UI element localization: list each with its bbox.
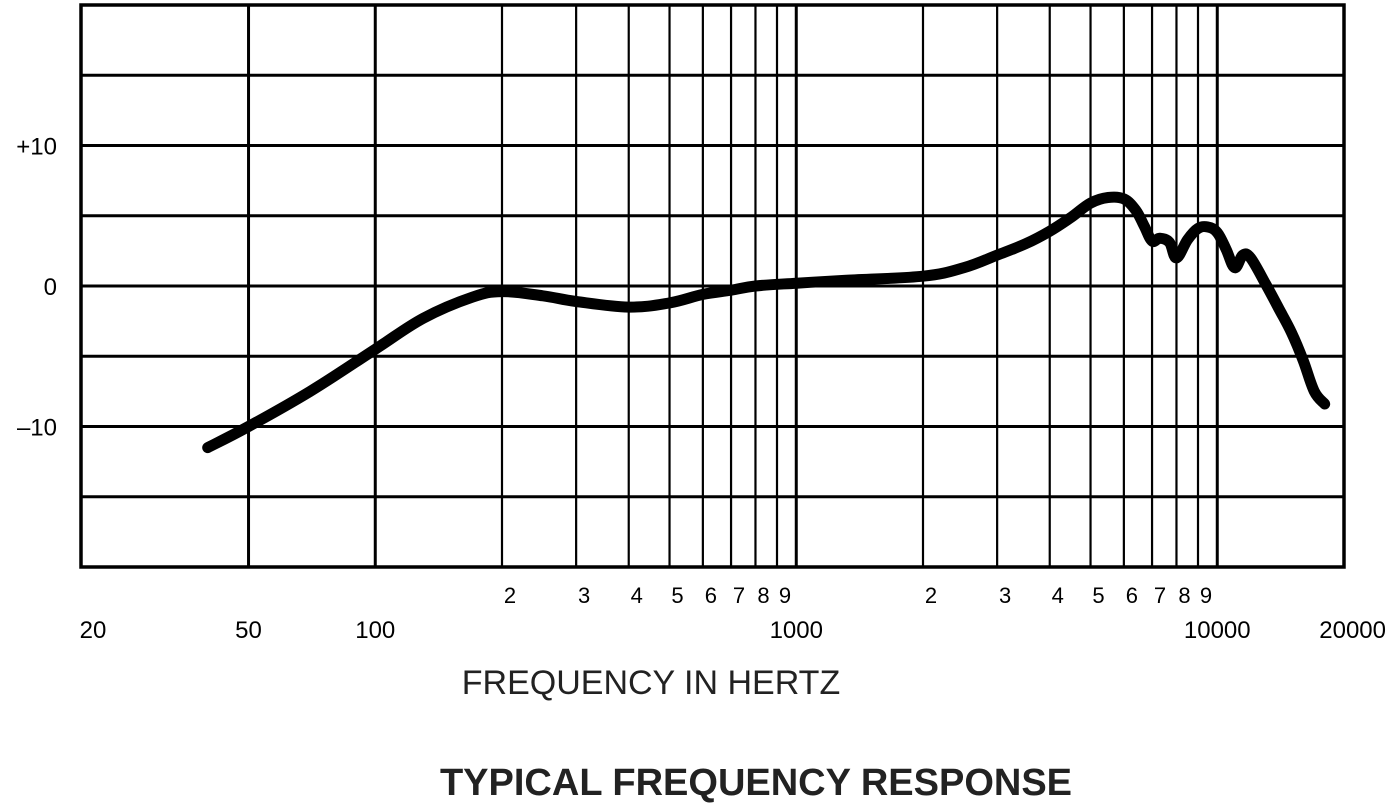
y-tick-label: +10 [16, 134, 57, 161]
x-tick-label-minor: 9 [779, 583, 791, 608]
x-tick-label-major: 20000 [1319, 617, 1386, 644]
x-tick-label-minor: 3 [578, 583, 590, 608]
chart-title: TYPICAL FREQUENCY RESPONSE [440, 762, 1072, 804]
y-tick-label: 0 [44, 274, 57, 301]
x-tick-label-minor: 4 [631, 583, 643, 608]
x-tick-label-minor: 9 [1200, 583, 1212, 608]
x-tick-label-major: 10000 [1184, 617, 1251, 644]
grid [79, 3, 1346, 569]
x-tick-label-major: 50 [235, 617, 262, 644]
x-tick-label-minor: 3 [999, 583, 1011, 608]
x-tick-label-minor: 8 [757, 583, 769, 608]
x-tick-label-minor: 6 [705, 583, 717, 608]
x-tick-label-minor: 7 [1154, 583, 1166, 608]
x-tick-label-minor: 5 [1092, 583, 1104, 608]
x-tick-label-major: 20 [80, 617, 107, 644]
x-tick-label-minor: 6 [1126, 583, 1138, 608]
x-tick-label-major: 100 [355, 617, 395, 644]
x-tick-label-minor: 8 [1178, 583, 1190, 608]
x-tick-label-minor: 7 [733, 583, 745, 608]
y-tick-label: –10 [17, 415, 57, 442]
x-axis-title: FREQUENCY IN HERTZ [462, 664, 840, 702]
x-tick-label-minor: 4 [1052, 583, 1064, 608]
x-tick-label-minor: 2 [925, 583, 937, 608]
y-axis-labels: +10 0 –10 [16, 134, 57, 442]
plot-frame [79, 3, 1346, 569]
x-tick-label-minor: 2 [504, 583, 516, 608]
x-tick-label-major: 1000 [770, 617, 823, 644]
x-tick-label-minor: 5 [671, 583, 683, 608]
response-curve [202, 191, 1331, 454]
